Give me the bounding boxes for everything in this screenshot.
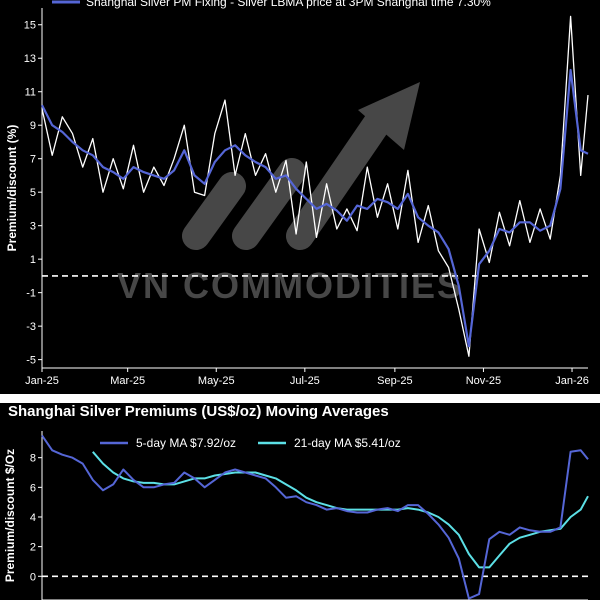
bottom-chart-panel: Shanghai Silver Premiums (US$/oz) Moving…: [0, 403, 600, 600]
x-tick-label: Jul-25: [290, 375, 320, 387]
watermark: VN COMMODITIES: [117, 82, 463, 306]
y-tick-label: 9: [30, 120, 36, 132]
y-tick-label: 5: [30, 187, 36, 199]
watermark-bar-icon: [182, 172, 246, 250]
y-tick-label: 2: [30, 542, 36, 554]
x-tick-label: Nov-25: [466, 375, 501, 387]
x-tick-label: Mar-25: [110, 375, 145, 387]
chart-title: Shanghai Silver Premiums (US$/oz) Moving…: [8, 403, 389, 420]
y-tick-label: 0: [30, 571, 36, 583]
x-tick-label: Jan-25: [25, 375, 59, 387]
watermark-arrowhead-icon: [358, 82, 420, 150]
y-tick-label: -1: [26, 288, 36, 300]
y-tick-label: 15: [24, 20, 36, 32]
watermark-arrow-icon: [286, 108, 392, 250]
y-tick-label: -5: [26, 355, 36, 367]
y-tick-label: 11: [25, 87, 36, 99]
y-tick-label: 6: [30, 482, 36, 494]
series-line-1: [41, 15, 589, 357]
y-tick-label: 4: [30, 512, 36, 524]
top-chart-panel: VN COMMODITIES -5 -3 -1 1 3 5 7 9 11 13 15 Jan-25 Mar…: [5, 0, 589, 387]
watermark-text: VN COMMODITIES: [117, 265, 463, 306]
y-tick-label: 8: [30, 453, 36, 465]
y-tick-label: 1: [30, 254, 36, 266]
y-axis-label: Premium/discount (%): [5, 125, 19, 252]
y-tick-label: 13: [24, 53, 36, 65]
watermark-bar-icon: [232, 158, 306, 250]
series-line-0: [41, 68, 589, 348]
y-tick-label: 3: [30, 221, 36, 233]
series-line-0: [41, 434, 589, 600]
x-tick-label: May-25: [198, 375, 235, 387]
x-tick-label: Jan-26: [555, 375, 589, 387]
legend-label: 5-day MA $7.92/oz: [136, 436, 236, 450]
moving-average-chart: 0 2 4 6 8 Premium/discount $/Oz 5-day MA $7.92…: [3, 431, 589, 600]
y-axis-label: Premium/discount $/Oz: [3, 449, 17, 582]
x-tick-label: Sep-25: [377, 375, 412, 387]
panel-divider: [0, 394, 600, 403]
legend-label: Shanghai Silver PM Fixing - Silver LBMA …: [86, 0, 491, 9]
legend-label: 21-day MA $5.41/oz: [294, 436, 401, 450]
y-tick-label: 7: [30, 154, 36, 166]
y-tick-label: -3: [26, 321, 36, 333]
